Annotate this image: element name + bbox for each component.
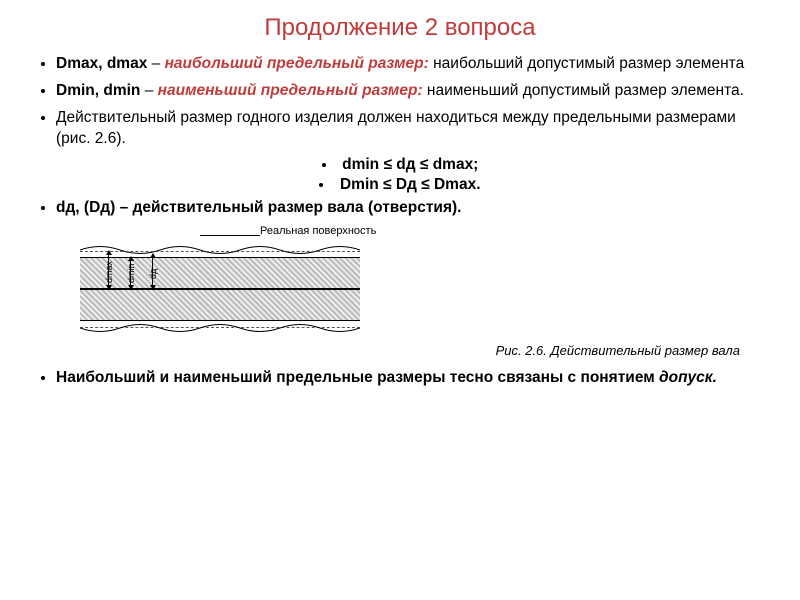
inequality-hole: Dmin ≤ Dд ≤ Dmax.: [30, 176, 770, 194]
bullet-actual-shaft: dд, (Dд) – действительный размер вала (о…: [56, 198, 770, 219]
figure-caption: Рис. 2.6. Действительный размер вала: [30, 343, 740, 358]
bullet-list-2: dд, (Dд) – действительный размер вала (о…: [30, 198, 770, 219]
tolerance-text-a: Наибольший и наименьший предельные разме…: [56, 369, 659, 386]
tolerance-text-b: допуск.: [659, 369, 717, 386]
label-dmax: dmax: [104, 261, 114, 283]
wavy-bottom: [80, 321, 360, 335]
term-dmin: Dmin, dmin: [56, 82, 140, 99]
bullet-dmin: Dmin, dmin – наименьший предельный разме…: [56, 81, 770, 102]
tolerance-band-mirror: [80, 289, 360, 321]
slide: Продолжение 2 вопроса Dmax, dmax – наибо…: [0, 0, 800, 405]
slide-title: Продолжение 2 вопроса: [30, 14, 770, 42]
bullet-dmax: Dmax, dmax – наибольший предельный разме…: [56, 54, 770, 75]
dash: –: [140, 82, 157, 99]
term-dmax: Dmax, dmax: [56, 55, 147, 72]
bullet-actual-size: Действительный размер годного изделия до…: [56, 108, 770, 150]
bullet-list: Dmax, dmax – наибольший предельный разме…: [30, 54, 770, 150]
wavy-top: [80, 243, 360, 257]
label-dmin: dmin: [126, 263, 136, 283]
ineq-1-text: dmin ≤ dд ≤ dmax;: [342, 156, 478, 173]
rest-dmax: наибольший допустимый размер элемента: [429, 55, 744, 72]
leader-line: [200, 235, 260, 236]
def-dmax: наибольший предельный размер:: [165, 55, 429, 72]
dash: –: [147, 55, 164, 72]
bullet-tolerance: Наибольший и наименьший предельные разме…: [56, 368, 770, 389]
def-dmin: наименьший предельный размер:: [158, 82, 423, 99]
rest-dmin: наименьший допустимый размер элемента.: [423, 82, 744, 99]
inequality-shaft: dmin ≤ dд ≤ dmax;: [30, 156, 770, 174]
bullet-list-3: Наибольший и наименьший предельные разме…: [30, 368, 770, 389]
label-dd: dд: [148, 268, 158, 278]
real-surface-label: Реальная поверхность: [260, 225, 376, 237]
tolerance-band: [80, 257, 360, 289]
dashed-upper: [80, 251, 360, 252]
figure: Реальная поверхность dmax dmin dд: [60, 227, 770, 337]
actual-shaft-text: dд, (Dд) – действительный размер вала (о…: [56, 199, 461, 216]
ineq-2-text: Dmin ≤ Dд ≤ Dmax.: [340, 176, 481, 193]
inequalities: dmin ≤ dд ≤ dmax; Dmin ≤ Dд ≤ Dmax.: [30, 156, 770, 194]
figure-canvas: Реальная поверхность dmax dmin dд: [60, 227, 380, 337]
